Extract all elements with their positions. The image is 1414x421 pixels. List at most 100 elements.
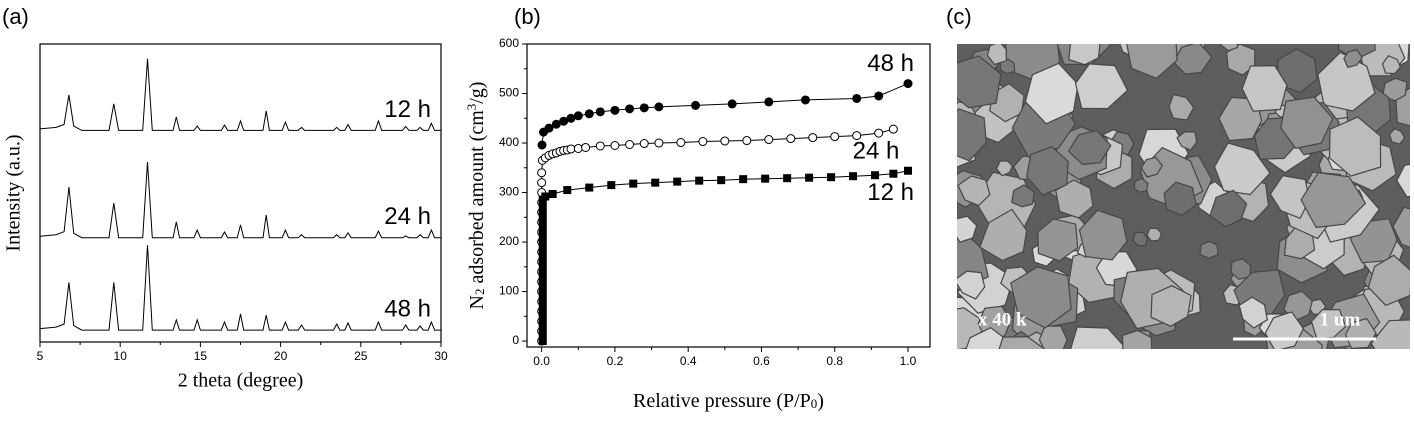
marker <box>783 174 792 183</box>
marker <box>830 132 840 142</box>
grain <box>1388 127 1406 145</box>
plot-frame <box>526 43 931 348</box>
marker <box>720 136 730 146</box>
y-axis-label: Intensity (a.u.) <box>3 134 25 251</box>
y-axis-label-part: 2 <box>472 289 487 296</box>
marker <box>742 136 752 146</box>
marker <box>538 233 547 242</box>
x-tick-label: 0.0 <box>533 354 550 368</box>
y-tick-label: 0 <box>512 333 519 347</box>
y-tick-label: 200 <box>499 234 519 248</box>
x-tick-label: 1.0 <box>900 354 917 368</box>
grain <box>957 55 1002 109</box>
plot-frame <box>39 43 442 343</box>
marker <box>538 277 547 286</box>
grain <box>1241 65 1288 112</box>
grain <box>1280 96 1334 149</box>
x-tick-label: 15 <box>194 349 208 363</box>
marker <box>874 91 884 101</box>
grain <box>957 215 978 243</box>
marker <box>544 123 554 133</box>
marker <box>889 169 898 178</box>
marker <box>800 95 810 105</box>
marker <box>698 137 708 147</box>
grain <box>1025 146 1069 196</box>
grain <box>1392 206 1410 248</box>
marker <box>548 190 557 199</box>
isotherm-line <box>542 170 909 342</box>
grain <box>1370 319 1410 349</box>
x-tick-label: 10 <box>114 349 128 363</box>
series-label: 48 h <box>384 295 431 322</box>
y-tick-label: 600 <box>499 36 519 50</box>
grain <box>1396 163 1410 198</box>
grain <box>1176 131 1198 151</box>
y-tick-label: 100 <box>499 284 519 298</box>
grain <box>1300 171 1367 229</box>
grain <box>1011 184 1035 208</box>
marker <box>538 218 547 227</box>
marker <box>764 135 774 145</box>
grain <box>1230 258 1252 280</box>
marker <box>739 175 748 184</box>
marker <box>871 171 880 180</box>
marker <box>581 142 591 152</box>
y-tick-label: 500 <box>499 86 519 100</box>
x-tick-label: 30 <box>434 349 448 363</box>
grain <box>1146 227 1163 242</box>
grain <box>1140 156 1164 178</box>
marker <box>563 186 572 195</box>
y-axis-label-part: adsorbed amount (cm <box>466 110 488 289</box>
grain <box>995 160 1014 177</box>
marker <box>673 177 682 186</box>
grain <box>1367 254 1410 307</box>
marker <box>566 144 576 154</box>
grain <box>1010 266 1072 329</box>
marker <box>607 181 616 190</box>
grain <box>1381 77 1408 102</box>
grain <box>1037 218 1079 262</box>
marker <box>654 138 664 148</box>
x-tick-label: 0.8 <box>826 354 843 368</box>
marker <box>764 97 774 107</box>
x-axis-label: 2 theta (degree) <box>178 370 303 392</box>
marker <box>852 131 862 141</box>
series-label: 12 h <box>867 179 914 206</box>
marker <box>538 322 547 331</box>
marker <box>654 102 664 112</box>
x-axis-label-part: Relative pressure (P/P <box>633 390 811 412</box>
grain <box>1172 44 1213 75</box>
x-tick-label: 0.4 <box>680 354 697 368</box>
y-axis-label-part: 3 <box>464 104 479 111</box>
y-tick-label: 400 <box>499 135 519 149</box>
grain <box>986 44 1008 66</box>
marker <box>595 107 605 117</box>
grain <box>1126 44 1178 79</box>
marker <box>639 103 649 113</box>
marker <box>537 178 547 188</box>
grain <box>1150 285 1192 327</box>
grain <box>1238 296 1268 329</box>
marker <box>651 178 660 187</box>
marker <box>852 93 862 103</box>
marker <box>538 307 547 316</box>
panel-label: (b) <box>514 4 541 29</box>
marker <box>551 119 561 129</box>
marker <box>585 183 594 192</box>
marker <box>761 174 770 183</box>
marker <box>541 192 550 201</box>
grain <box>1317 51 1376 112</box>
grain <box>1213 142 1271 196</box>
grain <box>1168 93 1195 121</box>
grain <box>1209 189 1248 228</box>
series-label: 24 h <box>384 203 431 230</box>
grain <box>1078 209 1128 261</box>
marker <box>888 124 898 134</box>
marker <box>805 173 814 182</box>
marker <box>573 143 583 153</box>
grain <box>1069 326 1128 349</box>
marker <box>538 329 547 338</box>
marker <box>538 337 547 346</box>
grain <box>1163 181 1197 216</box>
marker <box>537 168 547 178</box>
